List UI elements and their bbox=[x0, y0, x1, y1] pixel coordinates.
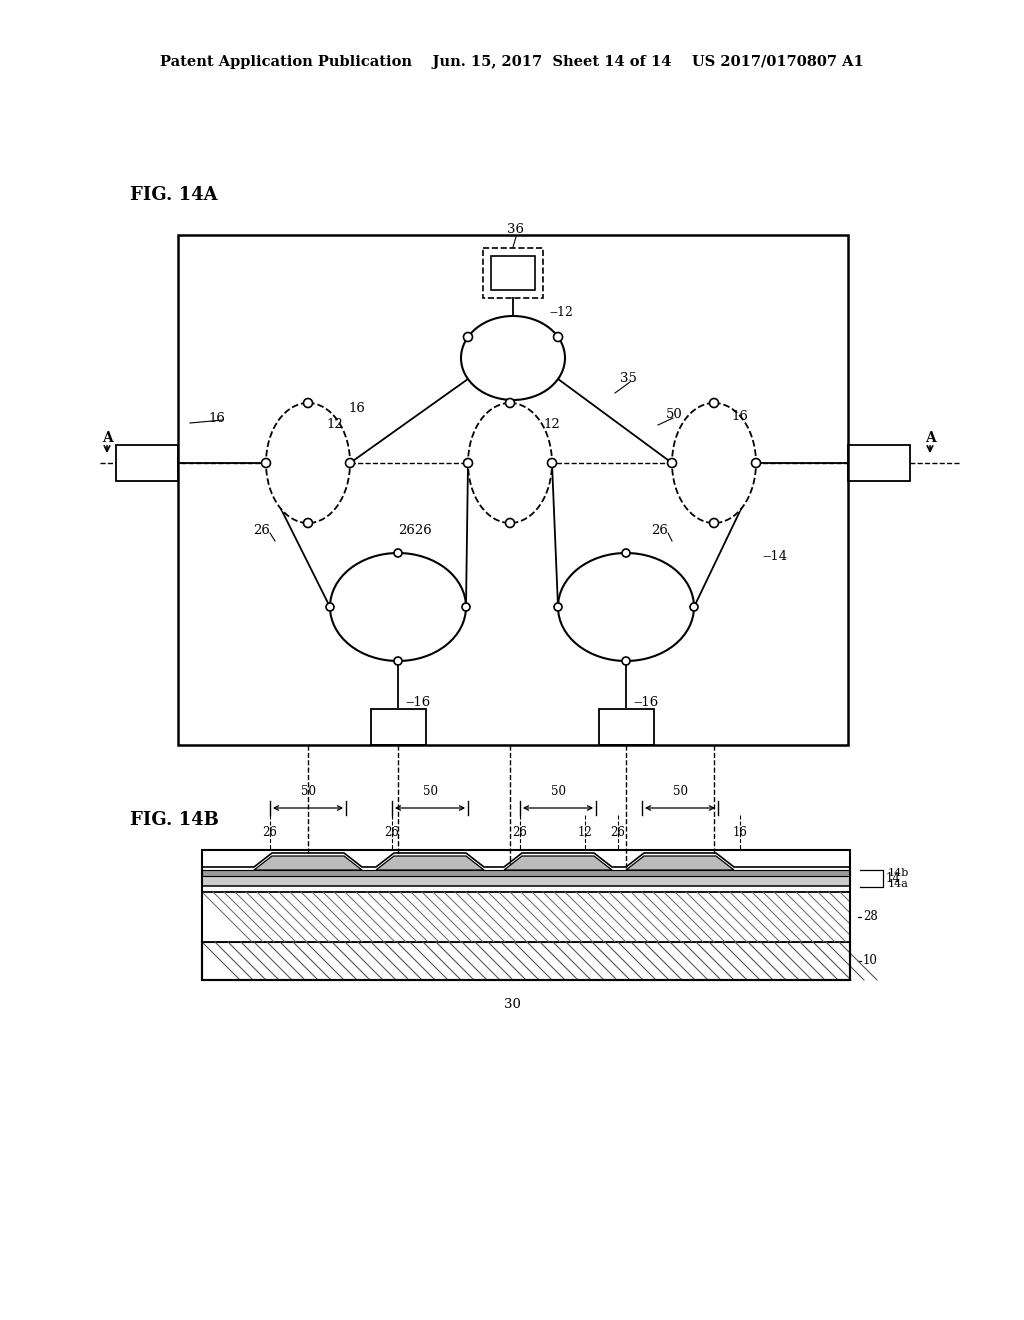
Circle shape bbox=[554, 603, 562, 611]
Bar bbox=[202, 876, 850, 886]
Circle shape bbox=[462, 603, 470, 611]
Text: 28: 28 bbox=[863, 911, 878, 924]
Text: 36: 36 bbox=[508, 223, 524, 236]
Text: A: A bbox=[101, 432, 113, 445]
Circle shape bbox=[464, 333, 472, 342]
Text: 50: 50 bbox=[673, 785, 687, 799]
Circle shape bbox=[394, 657, 402, 665]
Bar bbox=[202, 892, 850, 942]
Circle shape bbox=[668, 458, 677, 467]
Bar bbox=[178, 235, 848, 744]
Polygon shape bbox=[626, 855, 734, 870]
Text: 16: 16 bbox=[731, 409, 748, 422]
Text: 30: 30 bbox=[504, 998, 520, 1011]
Circle shape bbox=[394, 549, 402, 557]
Circle shape bbox=[506, 399, 514, 408]
Text: 35: 35 bbox=[620, 371, 637, 384]
Text: 12: 12 bbox=[326, 418, 343, 432]
Circle shape bbox=[464, 458, 472, 467]
Ellipse shape bbox=[266, 403, 350, 523]
Circle shape bbox=[261, 458, 270, 467]
Bar bbox=[490, 256, 535, 290]
Text: ‒12: ‒12 bbox=[549, 306, 572, 319]
Circle shape bbox=[345, 458, 354, 467]
Circle shape bbox=[752, 458, 761, 467]
Bar bbox=[116, 445, 178, 480]
Text: 16: 16 bbox=[208, 412, 225, 425]
Circle shape bbox=[548, 458, 556, 467]
Polygon shape bbox=[504, 855, 612, 870]
Text: 50: 50 bbox=[666, 408, 683, 421]
Ellipse shape bbox=[468, 403, 552, 523]
Circle shape bbox=[506, 519, 514, 528]
Bar bbox=[202, 850, 850, 979]
Text: 50: 50 bbox=[300, 785, 315, 799]
Text: 16: 16 bbox=[348, 401, 365, 414]
Text: 14: 14 bbox=[886, 873, 901, 884]
Text: ‒16: ‒16 bbox=[406, 697, 430, 710]
Ellipse shape bbox=[330, 553, 466, 661]
Circle shape bbox=[690, 603, 698, 611]
Ellipse shape bbox=[558, 553, 694, 661]
Text: 26: 26 bbox=[262, 826, 278, 840]
Circle shape bbox=[622, 549, 630, 557]
Text: 26: 26 bbox=[513, 826, 527, 840]
Text: 12: 12 bbox=[578, 826, 592, 840]
Text: 50: 50 bbox=[551, 785, 565, 799]
Polygon shape bbox=[254, 855, 362, 870]
Text: Patent Application Publication    Jun. 15, 2017  Sheet 14 of 14    US 2017/01708: Patent Application Publication Jun. 15, … bbox=[160, 55, 864, 69]
Ellipse shape bbox=[461, 315, 565, 400]
Bar bbox=[599, 709, 654, 744]
Text: FIG. 14B: FIG. 14B bbox=[130, 810, 219, 829]
Text: ‒14: ‒14 bbox=[762, 549, 787, 562]
Text: 26: 26 bbox=[385, 826, 399, 840]
Circle shape bbox=[303, 519, 312, 528]
Text: 16: 16 bbox=[732, 826, 748, 840]
Bar bbox=[202, 870, 850, 876]
Text: A: A bbox=[925, 432, 935, 445]
Text: 26: 26 bbox=[610, 826, 626, 840]
Text: 10: 10 bbox=[863, 954, 878, 968]
Text: 2626: 2626 bbox=[398, 524, 432, 536]
Text: ‒16: ‒16 bbox=[633, 697, 658, 710]
Bar bbox=[483, 248, 543, 298]
Polygon shape bbox=[376, 855, 484, 870]
Text: 26: 26 bbox=[651, 524, 669, 536]
Circle shape bbox=[554, 333, 562, 342]
Text: FIG. 14A: FIG. 14A bbox=[130, 186, 218, 205]
Text: 50: 50 bbox=[423, 785, 437, 799]
Text: 14b: 14b bbox=[888, 869, 909, 878]
Circle shape bbox=[326, 603, 334, 611]
Circle shape bbox=[710, 519, 719, 528]
Bar bbox=[848, 445, 910, 480]
Circle shape bbox=[622, 657, 630, 665]
Circle shape bbox=[710, 399, 719, 408]
Text: 26: 26 bbox=[254, 524, 270, 536]
Text: 12: 12 bbox=[543, 418, 560, 432]
Ellipse shape bbox=[672, 403, 756, 523]
Bar bbox=[202, 942, 850, 979]
Text: 14a: 14a bbox=[888, 879, 909, 888]
Bar bbox=[371, 709, 426, 744]
Circle shape bbox=[303, 399, 312, 408]
